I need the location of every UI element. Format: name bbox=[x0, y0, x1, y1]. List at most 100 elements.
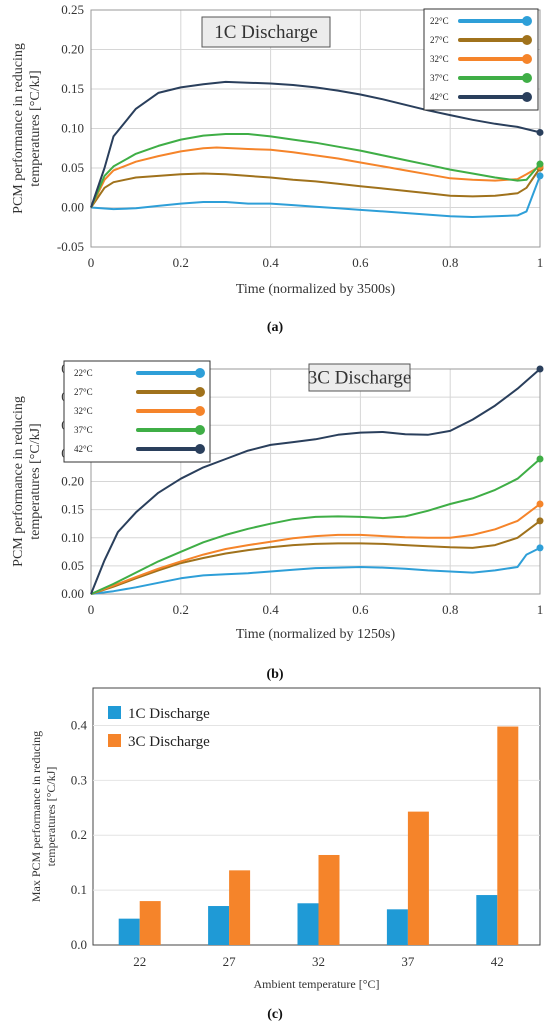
panel-a-legend-marker bbox=[522, 92, 532, 102]
panel-a-legend-label: 27°C bbox=[430, 35, 449, 45]
panel-c-legend-swatch bbox=[108, 706, 121, 719]
panel-b-x-tick-label: 1 bbox=[537, 602, 544, 617]
panel-b-series-line bbox=[90, 458, 541, 595]
panel-b-series-end-marker bbox=[536, 500, 544, 508]
panel-c-bar bbox=[118, 918, 140, 945]
panel-c-bar bbox=[297, 903, 319, 945]
panel-b-series-line bbox=[90, 503, 541, 595]
panel-c-y-tick-label: 0.3 bbox=[71, 772, 87, 787]
panel-a-x-tick-label: 0.6 bbox=[352, 255, 369, 270]
panel-b-y-tick-label: 0.00 bbox=[61, 586, 84, 601]
panel-a-legend-label: 37°C bbox=[430, 73, 449, 83]
panel-b-series-end-marker bbox=[536, 544, 544, 552]
panel-c-bar bbox=[407, 811, 429, 945]
panel-c-y-axis-label-line: Max PCM performance in reducing bbox=[29, 731, 43, 902]
panel-a-chart-title: 1C Discharge bbox=[214, 22, 318, 43]
panel-a-y-tick-label: 0.10 bbox=[61, 121, 84, 136]
panel-a-title-box bbox=[201, 16, 331, 48]
panel-b-y-tick-label: 0.15 bbox=[61, 502, 84, 517]
panel-b-legend-label: 22°C bbox=[74, 368, 93, 378]
panel-a-x-tick-label: 0.4 bbox=[262, 255, 279, 270]
panel-b-legend-marker bbox=[195, 368, 205, 378]
panel-a-caption: (a) bbox=[267, 320, 284, 335]
panel-a-y-tick-label: 0.05 bbox=[61, 160, 84, 175]
panel-c-bar bbox=[229, 870, 251, 945]
panel-a-series-end-marker bbox=[536, 128, 544, 136]
panel-c-bar bbox=[386, 909, 408, 945]
panel-a-plot-frame bbox=[90, 9, 541, 248]
panel-b-series-end-marker bbox=[536, 365, 544, 373]
panel-c-bar bbox=[318, 854, 340, 945]
panel-a-series-line bbox=[90, 146, 541, 208]
panel-a-y-axis-label-line: PCM performance in reducing bbox=[11, 43, 26, 214]
panel-a-y-tick-label: 0.25 bbox=[61, 2, 84, 17]
panel-b-x-tick-label: 0.4 bbox=[262, 602, 279, 617]
panel-c-legend-swatch bbox=[108, 734, 121, 747]
panel-b-legend-label: 37°C bbox=[74, 425, 93, 435]
panel-c-x-tick-label: 37 bbox=[401, 954, 415, 969]
panel-b-x-tick-label: 0 bbox=[88, 602, 95, 617]
panel-a-series-line bbox=[90, 133, 541, 208]
panel-c-bar bbox=[497, 726, 519, 945]
panel-b-legend-label: 32°C bbox=[74, 406, 93, 416]
panel-c-y-axis-label-line: temperatures [°C/kJ] bbox=[44, 767, 58, 867]
panel-b-legend-marker bbox=[195, 444, 205, 454]
panel-a-y-axis-label-line: temperatures [°C/kJ] bbox=[28, 70, 43, 186]
panel-b-y-axis-label-line: PCM performance in reducing bbox=[11, 396, 26, 567]
panel-b-y-tick-label: 0.05 bbox=[61, 558, 84, 573]
panel-b-legend-marker bbox=[195, 425, 205, 435]
panel-a-x-axis-label: Time (normalized by 3500s) bbox=[236, 282, 396, 297]
panel-b-series-line bbox=[90, 547, 541, 595]
panel-a-legend-marker bbox=[522, 73, 532, 83]
panel-c-legend-label: 1C Discharge bbox=[128, 706, 210, 722]
panel-a-legend-label: 42°C bbox=[430, 92, 449, 102]
panel-c-y-axis-label: Max PCM performance in reducingtemperatu… bbox=[29, 731, 58, 902]
panel-a-legend-marker bbox=[522, 16, 532, 26]
panel-a-series-line bbox=[90, 167, 541, 209]
panel-b-legend-label: 42°C bbox=[74, 444, 93, 454]
panel-a-y-tick-label: 0.20 bbox=[61, 42, 84, 57]
panel-a-x-tick-label: 0 bbox=[88, 255, 95, 270]
panel-b-title-box bbox=[308, 363, 411, 392]
panel-c-x-axis-label: Ambient temperature [°C] bbox=[253, 977, 379, 991]
panel-b-x-tick-label: 0.8 bbox=[442, 602, 458, 617]
panel-a-series-line bbox=[90, 80, 541, 208]
panel-b-series-line bbox=[90, 368, 541, 595]
panel-c-bar bbox=[139, 901, 161, 945]
panel-b-y-tick-label: 0.10 bbox=[61, 530, 84, 545]
panel-c-y-tick-label: 0.1 bbox=[71, 882, 87, 897]
panel-c-x-tick-label: 32 bbox=[312, 954, 325, 969]
panel-c-y-tick-label: 0.0 bbox=[71, 937, 87, 952]
panel-c-caption: (c) bbox=[267, 1007, 283, 1022]
panel-b-x-tick-label: 0.6 bbox=[352, 602, 369, 617]
panel-a-legend-label: 32°C bbox=[430, 54, 449, 64]
panel-b-legend-marker bbox=[195, 406, 205, 416]
panel-a-x-tick-label: 0.8 bbox=[442, 255, 458, 270]
panel-b-series-line bbox=[90, 520, 541, 595]
panel-c-x-tick-label: 42 bbox=[491, 954, 504, 969]
panel-a-x-tick-label: 0.2 bbox=[173, 255, 189, 270]
panel-b-legend-marker bbox=[195, 387, 205, 397]
panel-b-y-axis-label: PCM performance in reducing temperatures … bbox=[11, 396, 43, 567]
panel-c-x-tick-label: 22 bbox=[133, 954, 146, 969]
panel-b-x-tick-label: 0.2 bbox=[173, 602, 189, 617]
panel-b-chart-title: 3C Discharge bbox=[308, 368, 412, 389]
panel-b-series-end-marker bbox=[536, 455, 544, 463]
panel-c-y-tick-label: 0.4 bbox=[71, 717, 88, 732]
panel-a-x-tick-label: 1 bbox=[537, 255, 544, 270]
panel-b-series-end-marker bbox=[536, 517, 544, 525]
panel-b-x-axis-label: Time (normalized by 1250s) bbox=[236, 627, 396, 642]
panel-c-legend-label: 3C Discharge bbox=[128, 734, 210, 750]
panel-a-y-tick-label: -0.05 bbox=[57, 239, 84, 254]
panel-a-y-tick-label: 0.00 bbox=[61, 200, 84, 215]
panel-a-legend-marker bbox=[522, 35, 532, 45]
panel-a-series-line bbox=[90, 175, 541, 218]
panel-c-x-tick-label: 27 bbox=[223, 954, 237, 969]
panel-b-caption: (b) bbox=[266, 667, 283, 682]
panel-a-legend-marker bbox=[522, 54, 532, 64]
panel-a-series-end-marker bbox=[536, 172, 544, 180]
panel-b-y-axis-label-line: temperatures [°C/kJ] bbox=[28, 423, 43, 539]
panel-c-y-tick-label: 0.2 bbox=[71, 827, 87, 842]
panel-a-legend-label: 22°C bbox=[430, 16, 449, 26]
